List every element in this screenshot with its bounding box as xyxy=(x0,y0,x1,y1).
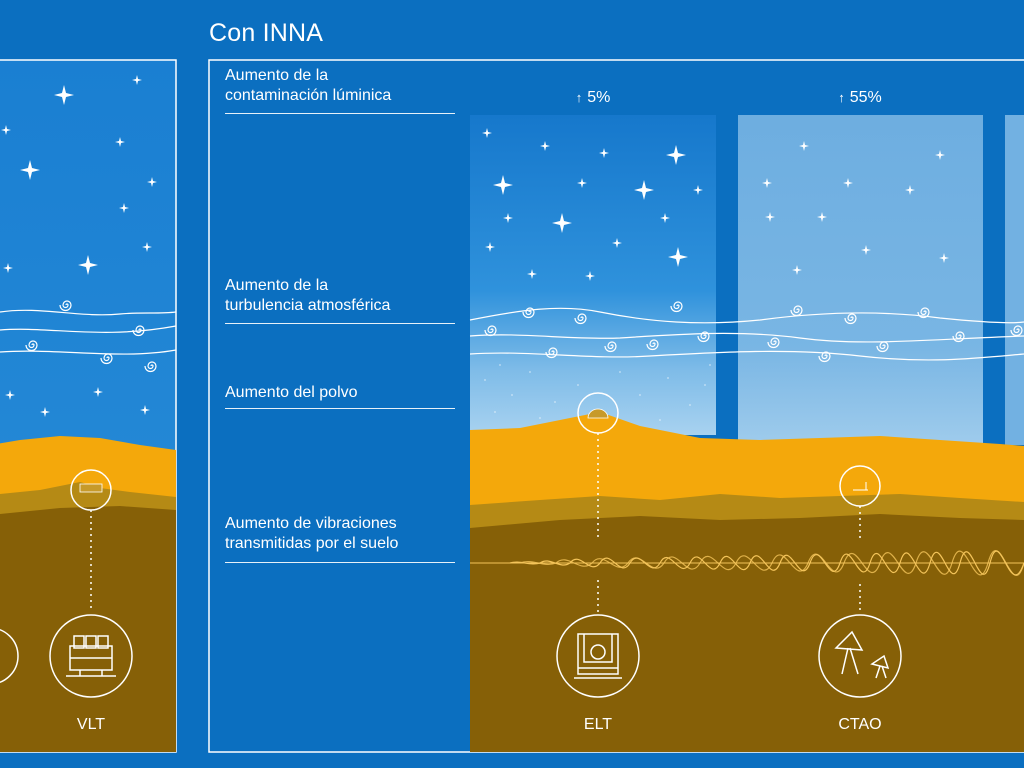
arrow-up-icon: ↑ xyxy=(575,90,583,105)
dust-speckles xyxy=(484,364,711,421)
factor-divider xyxy=(225,408,455,409)
turbulence-band xyxy=(469,301,1024,363)
ctao-light-increase: ↑ 55% xyxy=(800,89,920,107)
elt-light-increase: ↑ 5% xyxy=(533,89,653,107)
ctao-light-increase-value: 55% xyxy=(849,89,882,106)
telescope-name-elt: ELT xyxy=(583,716,613,733)
factor-light-pollution-label: Aumento de la contaminación lúminica xyxy=(225,67,392,104)
ctao-dishes-icon xyxy=(834,630,890,679)
elt-dome-icon xyxy=(574,633,622,679)
left-panel xyxy=(0,59,177,753)
ctao-marker xyxy=(818,465,902,698)
arrow-up-icon: ↑ xyxy=(838,90,845,105)
vlt-telescope-icon xyxy=(66,635,116,677)
factor-divider xyxy=(225,562,455,563)
elt-marker xyxy=(556,392,640,698)
elt-light-increase-value: 5% xyxy=(587,89,611,106)
factor-dust-label: Aumento del polvo xyxy=(225,384,358,401)
ground-vibration-waves xyxy=(470,549,1024,577)
telescope-name-vlt: VLT xyxy=(76,716,106,733)
factor-divider xyxy=(225,113,455,114)
factor-vibrations-label: Aumento de vibraciones transmitidas por … xyxy=(225,515,399,552)
ctao-column xyxy=(738,115,1024,445)
factor-turbulence-label: Aumento de la turbulencia atmosférica xyxy=(225,277,391,314)
terrain xyxy=(470,412,1024,752)
section-title: Con INNA xyxy=(209,19,324,47)
elt-column xyxy=(470,115,716,435)
telescope-name-ctao: CTAO xyxy=(838,716,882,733)
factor-divider xyxy=(225,323,455,324)
